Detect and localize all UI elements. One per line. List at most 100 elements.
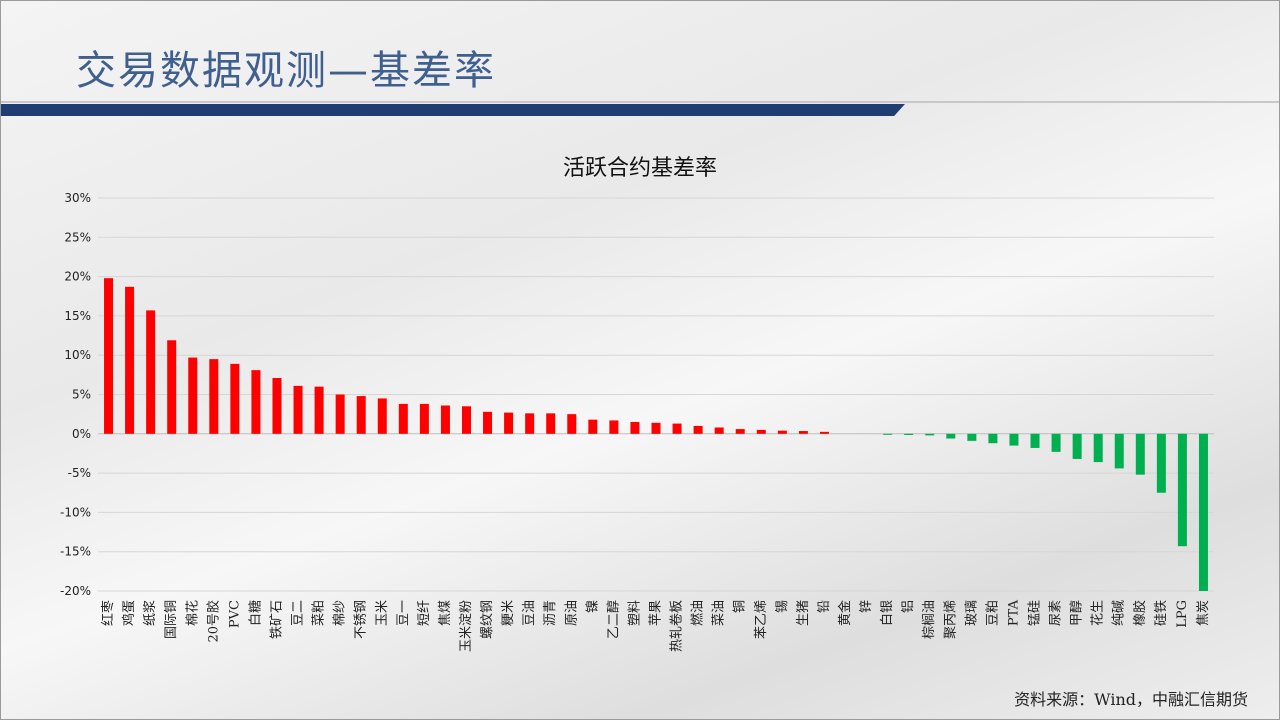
y-tick-label: 0% — [72, 427, 91, 441]
y-tick-label: -15% — [60, 545, 91, 559]
y-tick-label: 20% — [64, 270, 91, 284]
bar-棉纱 — [335, 394, 345, 434]
x-tick-label: 锰硅 — [1028, 600, 1043, 626]
x-tick-label: 聚丙烯 — [943, 600, 958, 639]
bar-棉花 — [188, 357, 198, 434]
bar-焦炭 — [1198, 433, 1208, 591]
bar-豆二 — [293, 385, 303, 434]
x-tick-label: 铅 — [817, 600, 832, 613]
bar-PVC — [230, 363, 240, 434]
x-tick-label: PVC — [227, 600, 242, 628]
bar-玻璃 — [967, 433, 977, 441]
x-tick-label: 白糖 — [247, 600, 263, 626]
bar-乙二醇 — [609, 420, 619, 434]
x-tick-label: 乙二醇 — [605, 600, 621, 639]
bar-纸浆 — [146, 310, 156, 434]
bar-红枣 — [104, 278, 114, 434]
bar-甲醇 — [1072, 433, 1082, 459]
x-tick-label: 苹果 — [649, 600, 664, 626]
x-tick-label: 豆油 — [522, 600, 537, 626]
bar-锰硅 — [1030, 433, 1040, 448]
x-tick-label: 粳米 — [501, 600, 516, 626]
x-tick-label: 棉纱 — [333, 600, 348, 626]
x-tick-label: 菜油 — [712, 600, 727, 626]
x-tick-label: 铁矿石 — [269, 600, 284, 639]
bar-苹果 — [651, 422, 661, 434]
x-tick-label: 锌 — [859, 600, 874, 613]
x-tick-label: 甲醇 — [1069, 600, 1085, 626]
x-tick-label: 花生 — [1090, 600, 1106, 626]
bar-白糖 — [251, 370, 261, 434]
bar-硅铁 — [1156, 433, 1166, 493]
x-tick-label: 国际铜 — [164, 600, 179, 639]
x-tick-label: 纸浆 — [143, 600, 158, 626]
x-tick-label: 玉米 — [375, 600, 390, 626]
bar-20号胶 — [209, 359, 219, 434]
bar-铅 — [819, 431, 829, 434]
x-tick-label: PTA — [1006, 599, 1021, 626]
bar-尿素 — [1051, 433, 1061, 452]
x-tick-label: 玉米淀粉 — [459, 600, 474, 652]
x-tick-label: 原油 — [564, 600, 579, 626]
y-tick-label: 15% — [64, 309, 91, 323]
header-divider — [0, 101, 1280, 103]
bar-豆粕 — [988, 433, 998, 444]
bar-豆油 — [525, 413, 535, 434]
x-tick-label: 焦炭 — [1196, 600, 1211, 626]
x-tick-label: 豆二 — [291, 600, 306, 626]
bar-镍 — [588, 419, 598, 434]
x-tick-label: LPG — [1175, 600, 1190, 628]
bar-铝 — [904, 433, 914, 435]
source-note: 资料来源：Wind，中融汇信期货 — [1014, 690, 1248, 709]
x-tick-label: 热轧卷板 — [669, 600, 685, 652]
x-tick-label: 20号胶 — [205, 600, 221, 643]
x-tick-label: 生猪 — [796, 600, 811, 626]
bar-聚丙烯 — [946, 433, 956, 439]
y-tick-label: 10% — [64, 348, 91, 362]
bar-铁矿石 — [272, 377, 282, 434]
bar-燃油 — [693, 425, 703, 434]
bar-生猪 — [798, 431, 808, 434]
bar-玉米 — [377, 398, 387, 434]
x-tick-label: 豆粕 — [985, 600, 1000, 626]
x-tick-label: 尿素 — [1049, 600, 1064, 626]
x-tick-label: 塑料 — [627, 600, 642, 626]
x-tick-label: 菜粕 — [312, 600, 327, 626]
y-tick-label: 5% — [72, 388, 91, 402]
bar-焦煤 — [440, 405, 450, 434]
x-tick-label: 棕榈油 — [922, 600, 937, 639]
bar-花生 — [1093, 433, 1103, 463]
x-tick-label: 玻璃 — [964, 600, 979, 626]
bar-铜 — [735, 429, 745, 434]
x-tick-label: 豆一 — [396, 600, 411, 626]
bar-菜油 — [714, 427, 724, 434]
x-tick-label: 黄金 — [837, 600, 853, 626]
x-tick-label: 棉花 — [184, 600, 200, 626]
bar-苯乙烯 — [756, 429, 766, 434]
page-title: 交易数据观测—基差率 — [76, 48, 496, 94]
bar-菜粕 — [314, 386, 324, 434]
x-tick-label: 铜 — [733, 600, 748, 613]
x-tick-label: 镍 — [585, 600, 600, 613]
bar-玉米淀粉 — [461, 406, 471, 434]
x-tick-label: 苯乙烯 — [754, 600, 769, 639]
x-tick-label: 铝 — [901, 600, 916, 613]
bar-国际铜 — [167, 340, 177, 434]
x-tick-label: 纯碱 — [1112, 600, 1127, 626]
bar-豆一 — [398, 403, 408, 434]
x-tick-label: 螺纹钢 — [480, 600, 495, 639]
bar-橡胶 — [1135, 433, 1145, 475]
x-tick-label: 红枣 — [100, 600, 116, 626]
x-tick-label: 白银 — [879, 600, 895, 626]
x-tick-label: 鸡蛋 — [121, 600, 137, 626]
bar-螺纹钢 — [483, 411, 493, 434]
bar-沥青 — [546, 413, 556, 434]
x-tick-label: 焦煤 — [438, 600, 453, 626]
bar-白银 — [883, 433, 893, 435]
bar-纯碱 — [1114, 433, 1124, 469]
y-tick-label: -5% — [68, 466, 91, 480]
x-tick-label: 燃油 — [690, 600, 706, 626]
bar-粳米 — [504, 412, 514, 434]
x-tick-label: 不锈钢 — [354, 600, 369, 639]
